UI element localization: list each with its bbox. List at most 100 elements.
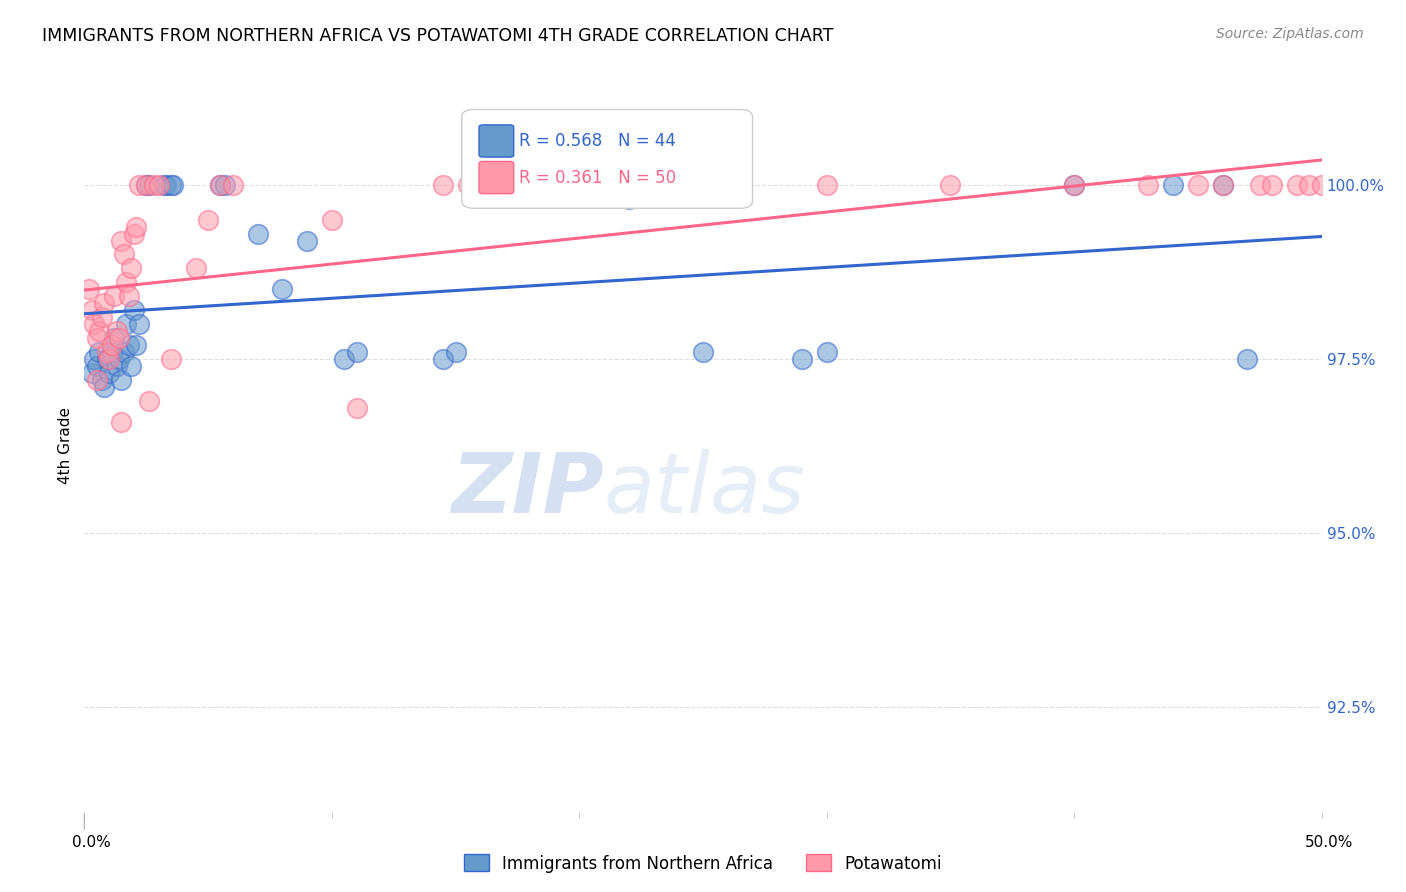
Point bbox=[1310, 178, 1333, 192]
Point bbox=[86, 331, 108, 345]
Point bbox=[83, 317, 105, 331]
Point bbox=[128, 317, 150, 331]
Point bbox=[79, 282, 101, 296]
Point bbox=[125, 219, 148, 234]
Point bbox=[115, 275, 138, 289]
Point bbox=[214, 178, 236, 192]
Point bbox=[103, 331, 125, 345]
Text: R = 0.568   N = 44: R = 0.568 N = 44 bbox=[519, 132, 675, 150]
Point bbox=[89, 345, 111, 359]
Point bbox=[120, 261, 142, 276]
Point bbox=[1261, 178, 1284, 192]
Point bbox=[1161, 178, 1184, 192]
Point bbox=[83, 351, 105, 366]
Point bbox=[630, 178, 652, 192]
Point bbox=[90, 310, 112, 325]
Point bbox=[105, 359, 128, 373]
Text: IMMIGRANTS FROM NORTHERN AFRICA VS POTAWATOMI 4TH GRADE CORRELATION CHART: IMMIGRANTS FROM NORTHERN AFRICA VS POTAW… bbox=[42, 27, 834, 45]
Y-axis label: 4th Grade: 4th Grade bbox=[58, 408, 73, 484]
Point bbox=[98, 351, 121, 366]
Point bbox=[444, 345, 467, 359]
Point bbox=[120, 359, 142, 373]
FancyBboxPatch shape bbox=[461, 110, 752, 209]
Point bbox=[80, 366, 103, 380]
Point bbox=[103, 289, 125, 303]
Point bbox=[815, 178, 838, 192]
Point bbox=[108, 331, 131, 345]
Point bbox=[939, 178, 962, 192]
Text: ZIP: ZIP bbox=[451, 450, 605, 531]
Point bbox=[160, 178, 183, 192]
Point bbox=[1187, 178, 1209, 192]
Point bbox=[96, 351, 118, 366]
Text: R = 0.361   N = 50: R = 0.361 N = 50 bbox=[519, 169, 676, 186]
Point bbox=[162, 178, 184, 192]
Point bbox=[98, 366, 121, 380]
Point bbox=[135, 178, 157, 192]
Point bbox=[1212, 178, 1234, 192]
Point bbox=[138, 178, 160, 192]
Point bbox=[138, 393, 160, 408]
Point bbox=[1249, 178, 1271, 192]
Point bbox=[100, 338, 122, 352]
Point bbox=[105, 324, 128, 338]
Point bbox=[115, 317, 138, 331]
Point bbox=[108, 351, 131, 366]
Point bbox=[1137, 178, 1160, 192]
Text: atlas: atlas bbox=[605, 450, 806, 531]
Point bbox=[1212, 178, 1234, 192]
Point bbox=[209, 178, 232, 192]
Point bbox=[122, 303, 145, 318]
Point bbox=[86, 373, 108, 387]
Point bbox=[346, 345, 368, 359]
Point bbox=[160, 351, 183, 366]
Point bbox=[93, 296, 115, 310]
Point bbox=[118, 338, 141, 352]
Point bbox=[617, 192, 640, 206]
Point bbox=[815, 345, 838, 359]
Point bbox=[271, 282, 294, 296]
FancyBboxPatch shape bbox=[479, 161, 513, 194]
Point bbox=[96, 345, 118, 359]
Point bbox=[110, 234, 132, 248]
Point bbox=[125, 338, 148, 352]
Text: Source: ZipAtlas.com: Source: ZipAtlas.com bbox=[1216, 27, 1364, 41]
Point bbox=[89, 324, 111, 338]
Point bbox=[209, 178, 232, 192]
Point bbox=[197, 212, 219, 227]
Point bbox=[519, 178, 541, 192]
Point bbox=[128, 178, 150, 192]
Point bbox=[1063, 178, 1085, 192]
Legend: Immigrants from Northern Africa, Potawatomi: Immigrants from Northern Africa, Potawat… bbox=[457, 847, 949, 880]
Point bbox=[90, 373, 112, 387]
Point bbox=[142, 178, 165, 192]
Point bbox=[346, 401, 368, 415]
Point bbox=[333, 351, 356, 366]
Text: 50.0%: 50.0% bbox=[1305, 836, 1353, 850]
Point bbox=[148, 178, 170, 192]
Point bbox=[1236, 351, 1258, 366]
Point bbox=[80, 303, 103, 318]
Point bbox=[432, 178, 454, 192]
Point bbox=[184, 261, 207, 276]
Point bbox=[321, 212, 343, 227]
Point bbox=[122, 227, 145, 241]
Point bbox=[100, 345, 122, 359]
Point bbox=[135, 178, 157, 192]
Point bbox=[110, 415, 132, 429]
Point bbox=[1298, 178, 1320, 192]
Point bbox=[1285, 178, 1308, 192]
Point bbox=[432, 351, 454, 366]
Point bbox=[790, 351, 813, 366]
Point bbox=[457, 178, 479, 192]
Point bbox=[295, 234, 318, 248]
Point bbox=[1063, 178, 1085, 192]
Point bbox=[666, 178, 689, 192]
Point bbox=[692, 178, 714, 192]
FancyBboxPatch shape bbox=[479, 125, 513, 157]
Point bbox=[112, 345, 135, 359]
Point bbox=[246, 227, 269, 241]
Point bbox=[692, 345, 714, 359]
Point bbox=[222, 178, 245, 192]
Point bbox=[110, 373, 132, 387]
